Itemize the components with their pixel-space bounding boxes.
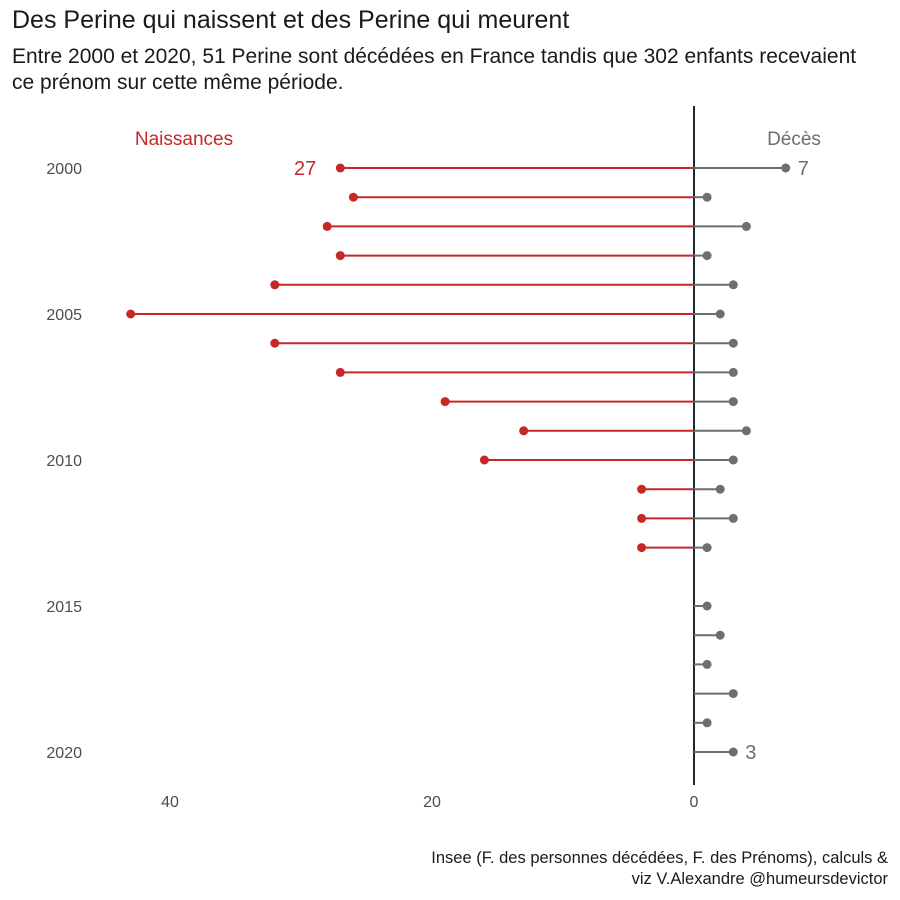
deces-point — [702, 718, 712, 728]
deces-point — [702, 251, 712, 261]
annotation-deces: 7 — [798, 158, 809, 180]
deces-point — [728, 513, 738, 523]
naissances-point — [440, 397, 450, 407]
deces-point — [741, 426, 751, 436]
naissances-point — [335, 163, 345, 173]
annotation-naissances: 27 — [294, 158, 316, 180]
deces-point — [702, 601, 712, 611]
annotation-deces: 3 — [745, 742, 756, 764]
deces-point — [702, 543, 712, 553]
deces-point — [728, 280, 738, 290]
naissances-point — [270, 338, 280, 348]
deces-point — [728, 689, 738, 699]
naissances-point — [335, 367, 345, 377]
naissances-point — [637, 484, 647, 494]
naissances-point — [126, 309, 136, 319]
chart-subtitle: Entre 2000 et 2020, 51 Perine sont décéd… — [12, 45, 857, 94]
naissances-point — [637, 543, 647, 553]
deces-point — [715, 630, 725, 640]
deces-point — [702, 192, 712, 202]
deces-point — [702, 659, 712, 669]
naissances-point — [348, 192, 358, 202]
y-tick-label: 2000 — [46, 161, 82, 178]
deces-point — [741, 221, 751, 231]
y-tick-label: 2005 — [46, 307, 82, 324]
deces-point — [715, 309, 725, 319]
y-tick-label: 2010 — [46, 453, 82, 470]
deces-point — [728, 455, 738, 465]
x-tick-label: 20 — [423, 794, 441, 811]
deces-point — [781, 163, 791, 173]
lollipop-chart: Naissances Décès 2000 2005 2010 2015 2020 40 20 0… — [46, 106, 821, 811]
chart-title: Des Perine qui naissent et des Perine qu… — [12, 6, 570, 34]
deces-point — [728, 747, 738, 757]
x-tick-label: 40 — [161, 794, 179, 811]
legend-label-naissances: Naissances — [135, 129, 233, 150]
naissances-point — [519, 426, 529, 436]
naissances-point — [270, 280, 280, 290]
x-tick-label: 0 — [690, 794, 699, 811]
naissances-point — [335, 251, 345, 261]
legend-label-deces: Décès — [767, 129, 821, 150]
deces-point — [728, 367, 738, 377]
y-tick-label: 2015 — [46, 599, 82, 616]
deces-point — [728, 338, 738, 348]
naissances-point — [637, 513, 647, 523]
caption-line-1: Insee (F. des personnes décédées, F. des… — [431, 849, 888, 867]
source-caption: Insee (F. des personnes décédées, F. des… — [431, 848, 888, 890]
deces-point — [728, 397, 738, 407]
y-tick-label: 2020 — [46, 745, 82, 762]
deces-point — [715, 484, 725, 494]
naissances-point — [479, 455, 489, 465]
naissances-point — [322, 221, 332, 231]
caption-line-2: viz V.Alexandre @humeursdevictor — [631, 870, 888, 888]
